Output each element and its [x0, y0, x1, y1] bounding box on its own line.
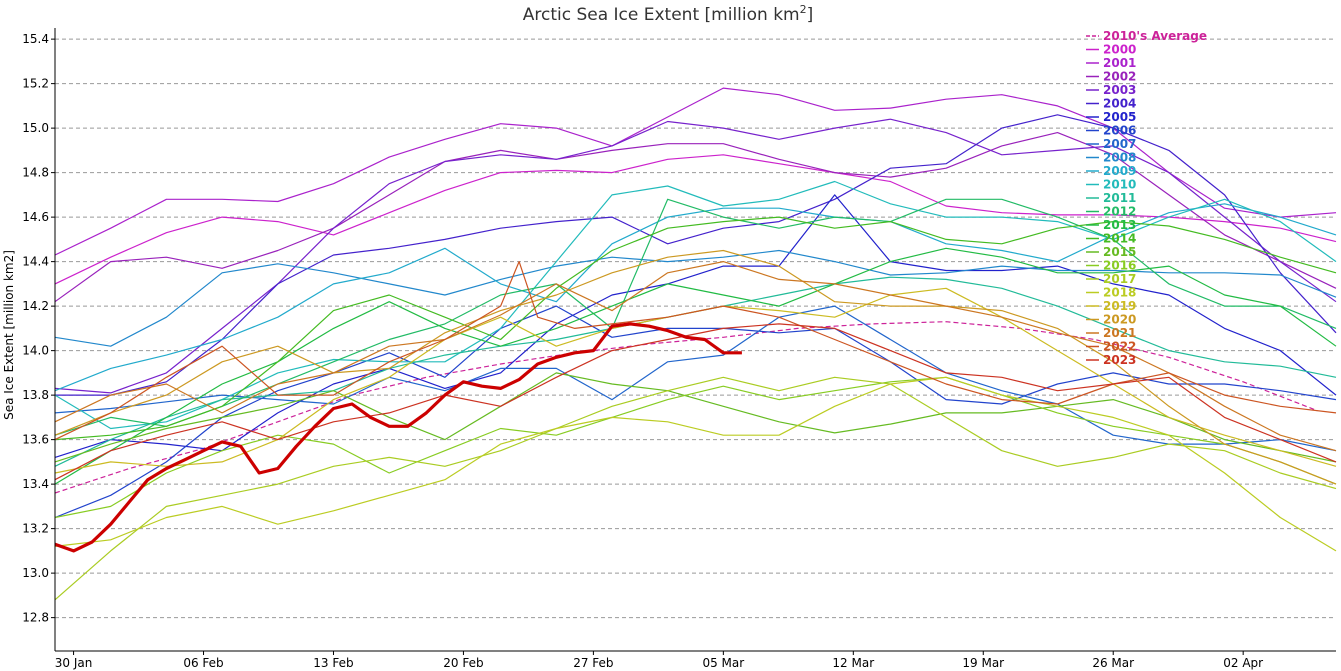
x-tick-label: 02 Apr	[1223, 656, 1263, 670]
legend-label: 2003	[1103, 83, 1136, 97]
y-tick-label: 13.4	[22, 477, 49, 491]
y-tick-label: 14.6	[22, 210, 49, 224]
y-tick-label: 13.8	[22, 388, 49, 402]
legend-label: 2015	[1103, 245, 1136, 259]
legend-label: 2012	[1103, 205, 1136, 219]
series-line-2007	[54, 305, 1337, 452]
y-tick-label: 14.2	[22, 299, 49, 313]
series-line-2009	[54, 203, 1337, 392]
x-tick-label: 27 Feb	[573, 656, 613, 670]
legend-label: 2000	[1103, 43, 1136, 57]
series-line-2001	[54, 87, 1337, 256]
legend-label: 2008	[1103, 151, 1136, 165]
series-line-2020	[54, 249, 1337, 485]
legend-label: 2010's Average	[1103, 29, 1207, 43]
legend-label: 2013	[1103, 218, 1136, 232]
y-tick-label: 13.6	[22, 433, 49, 447]
y-tick-label: 14.0	[22, 344, 49, 358]
series-line-2005	[54, 194, 1337, 458]
y-tick-label: 14.4	[22, 255, 49, 269]
y-tick-label: 14.8	[22, 166, 49, 180]
legend: 2010's Average20002001200220032004200520…	[1086, 29, 1207, 367]
y-tick-label: 13.0	[22, 566, 49, 580]
x-tick-label: 26 Mar	[1092, 656, 1134, 670]
y-axis-label: Sea Ice Extent [million km2]	[2, 250, 16, 420]
legend-label: 2006	[1103, 124, 1136, 138]
y-tick-label: 15.0	[22, 121, 49, 135]
series-line-2010-s-average	[54, 321, 1318, 494]
x-tick-label: 20 Feb	[443, 656, 483, 670]
y-tick-label: 15.4	[22, 32, 49, 46]
series-line-2008	[54, 249, 1337, 347]
y-tick-label: 15.2	[22, 77, 49, 91]
legend-label: 2005	[1103, 110, 1136, 124]
x-axis-ticks: 30 Jan 06 Feb 13 Feb 20 Feb 27 Feb 05 Mar 12 M…	[55, 651, 1263, 670]
y-tick-label: 13.2	[22, 522, 49, 536]
series-line-2006	[54, 305, 1337, 519]
series-line-2022	[54, 261, 1337, 441]
series-line-2010	[54, 180, 1337, 430]
legend-label: 2019	[1103, 299, 1136, 313]
legend-label: 2017	[1103, 272, 1136, 286]
series-line-2004	[55, 114, 1337, 396]
x-tick-label: 13 Feb	[313, 656, 353, 670]
series-line-2013	[54, 247, 1337, 485]
series-line-2000	[54, 154, 1337, 285]
legend-label: 2014	[1103, 232, 1136, 246]
legend-label: 2018	[1103, 286, 1136, 300]
series-line-highlight	[54, 322, 742, 553]
legend-label: 2010	[1103, 178, 1136, 192]
series-line-2015	[54, 372, 1337, 463]
y-axis-ticks: 12.8 13.0 13.2 13.4 13.6 13.8 14.0 14.2 14.4 14.6…	[22, 32, 55, 625]
series-line-2002	[54, 132, 1337, 303]
series-line-2003	[54, 118, 1337, 394]
series-line-2018	[54, 376, 1337, 552]
legend-label: 2004	[1103, 97, 1136, 111]
legend-label: 2007	[1103, 137, 1136, 151]
series-line-2023	[54, 323, 1337, 481]
chart-title: Arctic Sea Ice Extent [million km2]	[523, 3, 814, 25]
series-lines	[54, 87, 1337, 601]
x-tick-label: 12 Mar	[832, 656, 874, 670]
legend-label: 2021	[1103, 326, 1136, 340]
series-line-2014	[54, 216, 1337, 441]
legend-label: 2023	[1103, 353, 1136, 367]
legend-label: 2016	[1103, 259, 1136, 273]
legend-label: 2002	[1103, 70, 1136, 84]
legend-label: 2001	[1103, 56, 1136, 70]
legend-label: 2022	[1103, 340, 1136, 354]
x-tick-label: 19 Mar	[962, 656, 1004, 670]
series-line-2011	[54, 276, 1337, 467]
x-tick-label: 05 Mar	[702, 656, 744, 670]
legend-label: 2020	[1103, 313, 1136, 327]
x-tick-label: 06 Feb	[183, 656, 223, 670]
legend-label: 2011	[1103, 191, 1136, 205]
x-tick-label: 30 Jan	[55, 656, 93, 670]
series-line-2021	[54, 261, 1337, 452]
series-line-2017	[54, 376, 1337, 601]
legend-label: 2009	[1103, 164, 1136, 178]
y-tick-label: 12.8	[22, 611, 49, 625]
series-line-2016	[54, 376, 1337, 519]
